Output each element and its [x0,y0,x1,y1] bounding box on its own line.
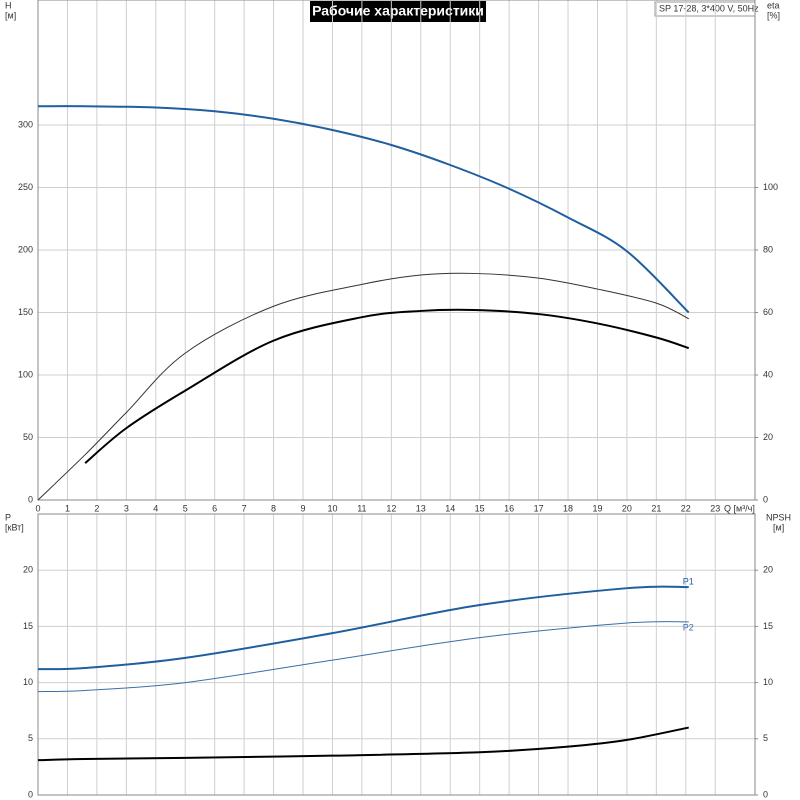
y2-tick-label: 20 [763,432,773,442]
y2-unit: [м] [773,522,784,532]
x-tick-label: 8 [271,503,276,513]
series-label: P1 [683,576,694,586]
y-label: P [5,512,11,522]
y-tick-label: 5 [28,733,33,743]
x-tick-label: 11 [357,503,366,513]
y-label: H [5,0,12,10]
x-tick-label: 23 [710,503,720,513]
y-tick-label: 10 [23,677,33,687]
y2-unit: [%] [767,10,780,20]
x-tick-label: 12 [386,503,396,513]
curve [84,308,690,464]
x-tick-label: 1 [65,503,70,513]
y-tick-label: 200 [18,244,33,254]
title-box [310,1,486,22]
x-tick-label: 9 [301,503,306,513]
chart-title: Рабочие характеристики [312,3,484,19]
x-tick-label: 21 [651,503,661,513]
y2-tick-label: 15 [763,621,773,631]
curve [37,726,689,762]
x-tick-label: 22 [681,503,691,513]
annotation: SP 17-28, 3*400 V, 50Hz [659,3,759,13]
y-tick-label: 0 [28,494,33,504]
y-unit: [кВт] [5,522,24,532]
y2-tick-label: 5 [763,733,768,743]
x-tick-label: 15 [475,503,485,513]
curve [37,621,689,693]
y2-tick-label: 40 [763,369,773,379]
x-tick-label: 4 [153,503,158,513]
y2-tick-label: 80 [763,244,773,254]
x-tick-label: 16 [504,503,514,513]
y-tick-label: 20 [23,565,33,575]
curve [37,272,689,501]
series-label: P2 [683,622,694,632]
x-tick-label: 2 [94,503,99,513]
y-tick-label: 300 [18,119,33,129]
x-tick-label: 3 [124,503,129,513]
curve [37,105,690,314]
y-tick-label: 0 [28,789,33,799]
x-tick-label: 6 [212,503,217,513]
x-tick-label: 5 [183,503,188,513]
y-tick-label: 15 [23,621,33,631]
y2-label: eta [767,0,780,10]
curve [37,585,689,671]
y-tick-label: 150 [18,307,33,317]
y2-tick-label: 60 [763,307,773,317]
y2-tick-label: 20 [763,565,773,575]
plot-border [37,0,756,501]
y2-tick-label: 0 [763,789,768,799]
x-label: Q [м³/ч] [724,503,755,513]
y2-label: NPSH [766,512,791,522]
x-tick-label: 17 [534,503,544,513]
x-tick-label: 18 [563,503,573,513]
x-tick-label: 7 [242,503,247,513]
x-tick-label: 10 [327,503,337,513]
y2-tick-label: 0 [763,494,768,504]
y2-tick-label: 100 [763,182,778,192]
y-tick-label: 100 [18,369,33,379]
x-tick-label: 0 [35,503,40,513]
y-tick-label: 250 [18,182,33,192]
y2-tick-label: 10 [763,677,773,687]
x-tick-label: 20 [622,503,632,513]
x-tick-label: 14 [445,503,455,513]
y-tick-label: 50 [23,432,33,442]
x-tick-label: 19 [592,503,602,513]
y-unit: [м] [5,10,16,20]
x-tick-label: 13 [416,503,426,513]
plot-border [37,513,756,796]
